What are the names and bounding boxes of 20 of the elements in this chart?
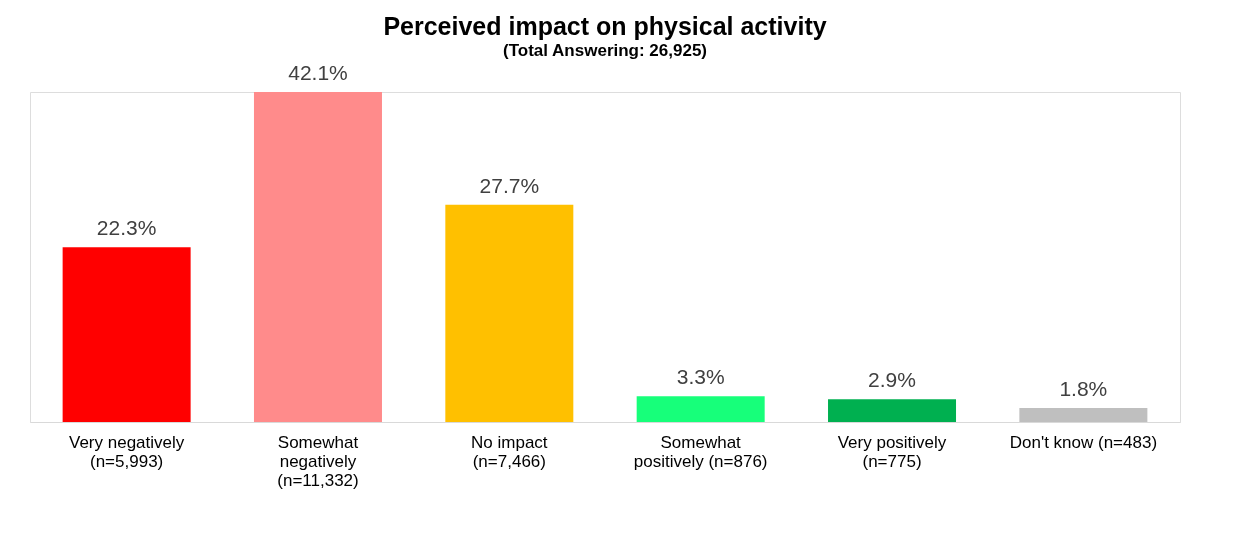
data-label: 1.8%	[1059, 376, 1108, 400]
chart-title: Perceived impact on physical activity	[383, 12, 827, 40]
data-label: 42.1%	[288, 61, 348, 84]
bar	[636, 396, 765, 422]
x-tick-label: Somewhat negatively (n=11,332)	[277, 432, 359, 490]
chart-subtitle: (Total Answering: 26,925)	[502, 41, 708, 60]
x-tick-label: Very positively (n=775)	[837, 432, 947, 471]
bar	[445, 204, 574, 422]
bar	[62, 247, 191, 422]
bar	[1019, 407, 1148, 422]
data-label: 22.3%	[96, 216, 157, 240]
x-tick-label: No impact (n=7,466)	[471, 432, 548, 471]
data-label: 27.7%	[479, 173, 540, 197]
data-label: 2.9%	[868, 368, 916, 392]
x-tick-label: Somewhat positively (n=876)	[633, 432, 768, 471]
bar	[828, 399, 957, 422]
data-label: 3.3%	[676, 365, 725, 389]
bar	[253, 92, 382, 422]
x-tick-label: Very negatively (n=5,993)	[68, 432, 185, 471]
x-tick-label: Don't know (n=483)	[1009, 432, 1158, 452]
